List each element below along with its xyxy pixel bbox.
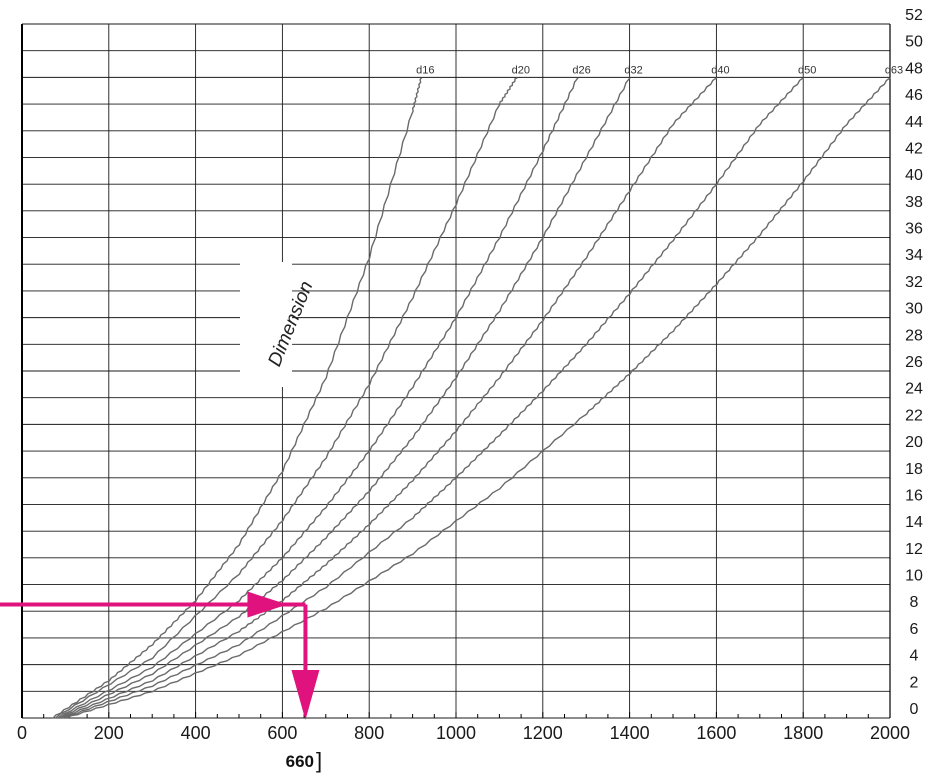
reading-bracket: ] [316, 748, 322, 773]
y-tick-label: 50 [905, 34, 923, 51]
series-label-d16: d16 [416, 64, 434, 76]
x-tick-label: 2000 [870, 723, 910, 743]
y-tick-label: 12 [905, 541, 923, 558]
series-label-d50: d50 [798, 64, 816, 76]
reading-arrowhead-down [291, 670, 320, 720]
y-tick-label: 52 [905, 7, 923, 24]
y-tick-label: 36 [905, 221, 923, 238]
x-axis: 0 200 400 600 800 1000 1200 1400 1600 1800 2000 [17, 712, 910, 743]
grid [21, 23, 891, 719]
x-tick-label: 200 [94, 723, 124, 743]
y-tick-label: 14 [905, 514, 923, 531]
series-label-d32: d32 [624, 64, 642, 76]
x-tick-label: 1600 [696, 723, 736, 743]
y-tick-label: 46 [905, 87, 923, 104]
y-tick-label: 4 [910, 648, 919, 665]
y-tick-label: 34 [905, 247, 923, 264]
y-tick-label: 28 [905, 327, 923, 344]
y-tick-label: 40 [905, 167, 923, 184]
x-tick-label: 400 [181, 723, 211, 743]
x-tick-label: 600 [267, 723, 297, 743]
series-label-d40: d40 [711, 64, 729, 76]
y-tick-label: 20 [905, 434, 923, 451]
series-labels: d16 d20 d26 d32 d40 d50 d63 [416, 64, 903, 76]
y-tick-label: 44 [905, 114, 923, 131]
y-tick-label: 6 [910, 621, 919, 638]
dimension-label-background [240, 262, 292, 387]
y-tick-label: 26 [905, 354, 923, 371]
y-tick-label: 48 [905, 60, 923, 77]
series-line-d40 [61, 77, 718, 719]
y-tick-label: 30 [905, 301, 923, 318]
series-line-d63 [65, 77, 891, 720]
y-tick-label: 18 [905, 461, 923, 478]
y-tick-label: 8 [910, 594, 919, 611]
series-label-d20: d20 [512, 64, 530, 76]
x-tick-label: 1400 [610, 723, 650, 743]
x-tick-label: 800 [354, 723, 384, 743]
series-line-d16 [52, 77, 423, 719]
x-tick-label: 0 [17, 723, 27, 743]
x-tick-label: 1800 [783, 723, 823, 743]
y-tick-label: 42 [905, 140, 923, 157]
x-tick-label: 1000 [436, 723, 476, 743]
series-line-d50 [63, 77, 805, 720]
y-axis: 0246810121416182022242628303234363840424… [905, 7, 923, 718]
reading-arrowhead-right [247, 591, 288, 618]
reading-value-label: 660 [286, 752, 314, 771]
series-line-d32 [58, 77, 631, 719]
series-label-d63: d63 [885, 64, 903, 76]
y-tick-label: 2 [910, 674, 919, 691]
y-tick-label: 0 [910, 701, 919, 718]
series-label-d26: d26 [572, 64, 590, 76]
x-tick-label: 1200 [523, 723, 563, 743]
y-tick-label: 22 [905, 407, 923, 424]
series-line-d26 [56, 77, 579, 719]
series-line-d20 [54, 77, 518, 719]
y-tick-label: 38 [905, 194, 923, 211]
y-tick-label: 16 [905, 487, 923, 504]
y-tick-label: 24 [905, 381, 923, 398]
y-tick-label: 10 [905, 568, 923, 585]
y-tick-label: 32 [905, 274, 923, 291]
series-curves [52, 77, 891, 720]
dimension-label-group: Dimension [240, 262, 317, 387]
reading-annotation [0, 591, 320, 720]
